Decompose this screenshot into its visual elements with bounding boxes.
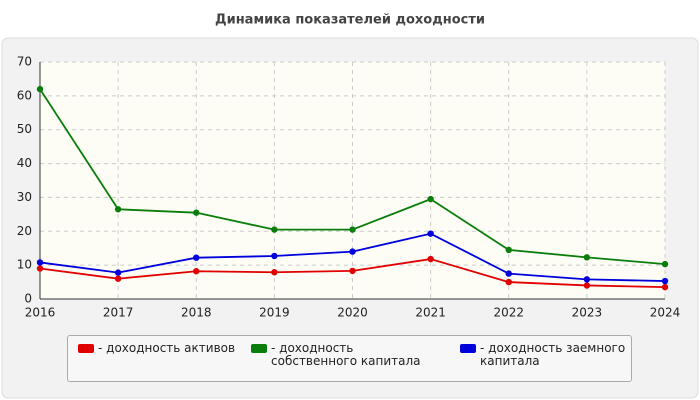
point xyxy=(427,255,434,263)
point xyxy=(427,195,434,203)
point xyxy=(583,282,591,289)
point xyxy=(114,269,122,276)
legend-item: - доходность активов xyxy=(78,342,258,355)
legend: - доходность активов - доходность собстве… xyxy=(67,335,632,382)
legend-label: - доходность активов xyxy=(98,341,236,355)
point xyxy=(505,278,512,286)
x-tick-label: 2018 xyxy=(181,306,212,320)
x-tick-label: 2019 xyxy=(259,306,290,320)
point xyxy=(193,268,200,275)
point xyxy=(36,265,44,272)
y-tick-label: 40 xyxy=(17,156,32,170)
y-tick-label: 10 xyxy=(17,258,32,272)
point xyxy=(114,275,122,282)
point xyxy=(349,267,356,275)
point xyxy=(193,209,200,216)
legend-item: - доходность собственного капитала xyxy=(251,342,431,368)
legend-swatch xyxy=(78,344,94,353)
point xyxy=(349,226,356,233)
point xyxy=(427,230,434,237)
point xyxy=(349,248,356,255)
point xyxy=(36,85,44,93)
point xyxy=(271,252,278,260)
point xyxy=(36,259,44,266)
x-tick-label: 2021 xyxy=(415,306,446,320)
x-tick-label: 2023 xyxy=(572,306,603,320)
point xyxy=(505,246,512,254)
point xyxy=(505,270,512,277)
y-tick-label: 20 xyxy=(17,224,32,238)
plot-area xyxy=(40,62,665,299)
point xyxy=(583,254,591,261)
x-tick-label: 2024 xyxy=(650,306,681,320)
legend-label: - доходность собственного капитала xyxy=(271,341,421,368)
legend-item: - доходность заемного капитала xyxy=(460,342,640,368)
y-tick-label: 0 xyxy=(24,292,32,306)
x-tick-label: 2017 xyxy=(103,306,134,320)
y-tick-label: 50 xyxy=(17,122,32,136)
y-tick-label: 70 xyxy=(17,55,32,69)
point xyxy=(193,254,200,261)
legend-swatch xyxy=(251,344,267,353)
x-tick-label: 2016 xyxy=(25,306,56,320)
point xyxy=(661,260,669,268)
point xyxy=(271,226,278,233)
y-tick-label: 60 xyxy=(17,88,32,102)
point xyxy=(583,276,591,283)
x-tick-label: 2020 xyxy=(337,306,368,320)
legend-swatch xyxy=(460,344,476,353)
point xyxy=(114,206,122,213)
point xyxy=(661,277,669,285)
point xyxy=(271,269,278,276)
point xyxy=(661,283,669,291)
x-tick-label: 2022 xyxy=(493,306,524,320)
chart-title: Динамика показателей доходности xyxy=(215,13,485,28)
y-tick-label: 30 xyxy=(17,190,32,204)
legend-label: - доходность заемного капитала xyxy=(480,341,626,368)
